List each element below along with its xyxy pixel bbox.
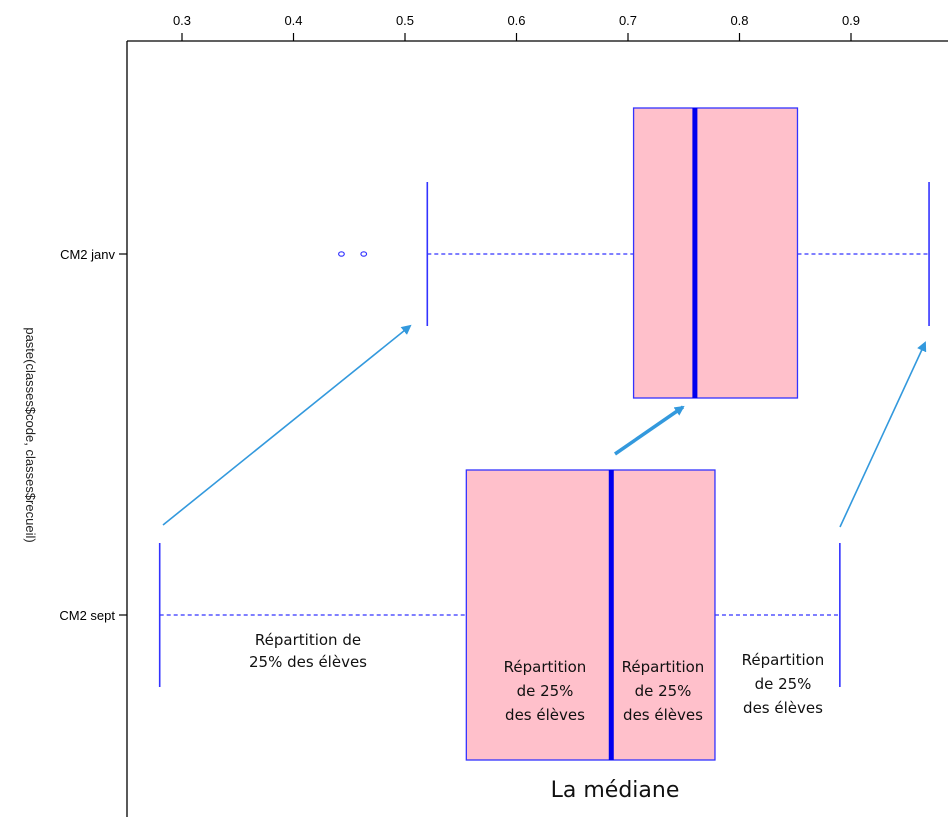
outlier-point-1 <box>360 251 368 257</box>
x-tick-label-1: 0.4 <box>284 13 302 28</box>
box-cm2-janv <box>338 107 930 399</box>
x-tick-label-4: 0.7 <box>619 13 637 28</box>
category-label-0: CM2 janv <box>60 247 115 262</box>
box-cm2-sept <box>158 469 841 761</box>
quartile-annotation-3: Répartition de 25% des élèves <box>742 651 825 717</box>
annotation-line-1: de 25% <box>755 675 812 693</box>
x-tick-label-0: 0.3 <box>173 13 191 28</box>
arrow-whisker-high <box>839 341 927 528</box>
annotation-line-1: de 25% <box>517 682 574 700</box>
outlier-point-0 <box>338 251 345 257</box>
arrow-median <box>614 405 685 456</box>
annotation-line-0: La médiane <box>551 778 680 803</box>
arrow-whisker-low <box>162 324 412 526</box>
boxes <box>158 107 930 761</box>
x-tick-label-3: 0.6 <box>507 13 525 28</box>
quartile-annotation-1: Répartition de 25% des élèves <box>504 658 587 724</box>
quartile-annotation-0: Répartition de 25% des élèves <box>249 631 367 671</box>
annotation-line-0: Répartition <box>622 658 705 676</box>
y-axis-label: paste(classes$code, classes$recueil) <box>23 327 38 542</box>
quartile-annotation-2: Répartition de 25% des élèves <box>622 658 705 724</box>
x-tick-label-5: 0.8 <box>730 13 748 28</box>
axes: 0.3 0.4 0.5 0.6 0.7 0.8 0.9 CM2 janv CM2 sept pas… <box>23 13 948 817</box>
annotation-line-2: des élèves <box>743 699 823 717</box>
annotation-line-1: 25% des élèves <box>249 653 367 671</box>
annotation-line-2: des élèves <box>505 706 585 724</box>
annotation-line-2: des élèves <box>623 706 703 724</box>
iqr-box <box>632 107 799 399</box>
x-tick-label-6: 0.9 <box>842 13 860 28</box>
annotation-arrows <box>162 324 927 528</box>
x-tick-label-2: 0.5 <box>396 13 414 28</box>
iqr-box <box>465 469 716 761</box>
median-annotation: La médiane <box>551 778 680 803</box>
annotations: Répartition de 25% des élèves Répartition d… <box>249 631 824 803</box>
annotation-line-0: Répartition de <box>255 631 361 649</box>
annotation-line-0: Répartition <box>742 651 825 669</box>
annotation-line-0: Répartition <box>504 658 587 676</box>
category-label-1: CM2 sept <box>59 608 115 623</box>
annotation-line-1: de 25% <box>635 682 692 700</box>
